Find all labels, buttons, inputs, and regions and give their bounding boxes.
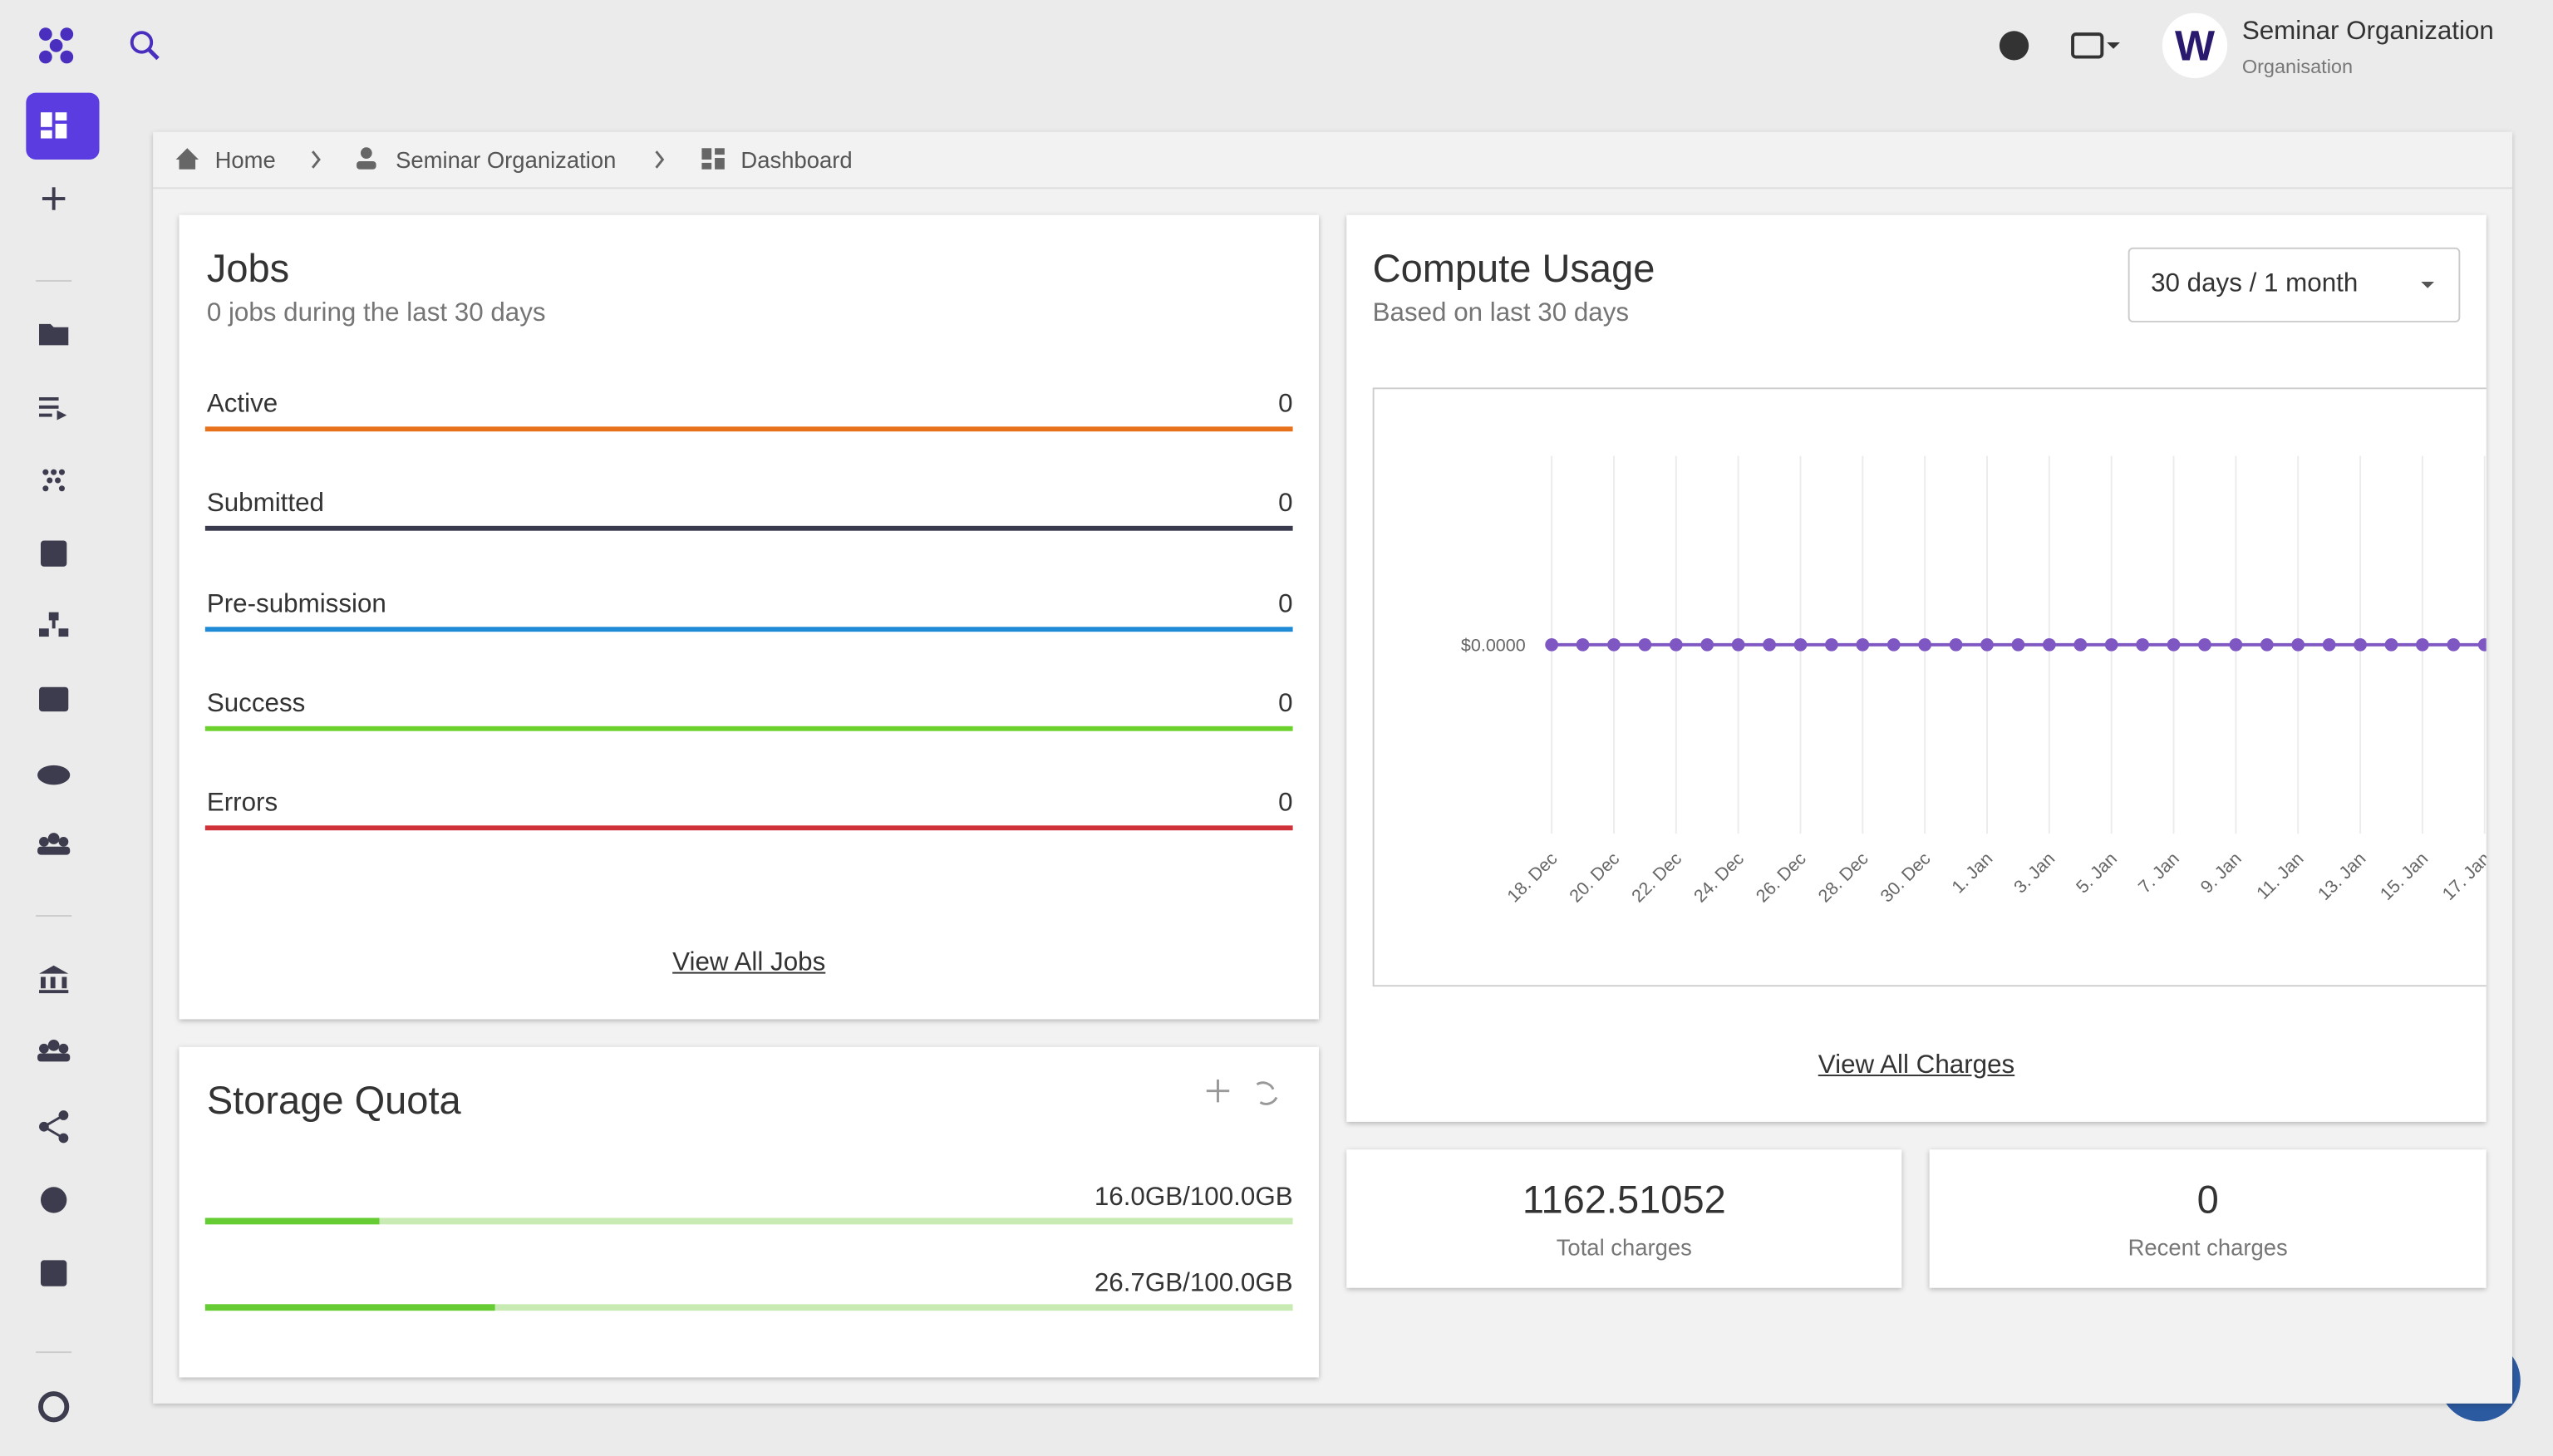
- view-all-charges[interactable]: View All Charges: [1818, 1051, 2015, 1080]
- chart-frame: [1372, 387, 2487, 987]
- job-bar: [204, 825, 1293, 831]
- data-point: [1949, 638, 1963, 652]
- jobs-card: Jobs 0 jobs during the last 30 days View…: [179, 214, 1319, 1020]
- avatar[interactable]: [2162, 12, 2228, 79]
- data-point: [1545, 638, 1558, 652]
- stat-label: Recent charges: [2128, 1234, 2288, 1261]
- stat-card: 0 Recent charges: [1929, 1149, 2487, 1288]
- breadcrumb-icons: [175, 147, 725, 170]
- data-point: [1731, 638, 1745, 652]
- stat-card: 1162.51052 Total charges: [1346, 1149, 1902, 1288]
- job-count: 0: [1278, 789, 1293, 818]
- job-label: Active: [206, 391, 278, 419]
- view-all-jobs[interactable]: View All Jobs: [672, 949, 826, 977]
- dropdown-caret: [2421, 281, 2435, 288]
- help-icon[interactable]: [1999, 31, 2029, 61]
- jobs-title: Jobs: [206, 247, 290, 292]
- data-point: [2354, 638, 2367, 652]
- crumb-org[interactable]: Seminar Organization: [396, 146, 617, 173]
- data-point: [1980, 638, 1994, 652]
- quota-track: [204, 1217, 1293, 1225]
- range-select[interactable]: 30 days / 1 month: [2128, 247, 2461, 322]
- data-point: [1825, 638, 1838, 652]
- crumb-dashboard[interactable]: Dashboard: [740, 146, 853, 173]
- job-label: Pre-submission: [206, 590, 386, 618]
- job-label: Errors: [206, 789, 278, 818]
- data-point: [2011, 638, 2025, 652]
- job-bar: [204, 726, 1293, 731]
- data-point: [2384, 638, 2398, 652]
- search-icon[interactable]: [130, 31, 160, 61]
- data-point: [1700, 638, 1714, 652]
- data-point: [2260, 638, 2274, 652]
- job-count: 0: [1278, 490, 1293, 519]
- data-point: [2477, 638, 2487, 652]
- crumb-home[interactable]: Home: [214, 146, 276, 173]
- data-point: [2416, 638, 2429, 652]
- jobs-subtitle: 0 jobs during the last 30 days: [206, 299, 546, 327]
- storage-card: Storage Quota 16.0GB/100.0GB 26.7GB/100.0…: [179, 1046, 1319, 1378]
- job-count: 0: [1278, 590, 1293, 618]
- data-point: [2229, 638, 2243, 652]
- job-label: Submitted: [206, 490, 324, 519]
- data-point: [1886, 638, 1901, 652]
- data-point: [1576, 638, 1590, 652]
- data-point: [1638, 638, 1652, 652]
- job-bar: [204, 626, 1293, 632]
- compute-card: Compute Usage Based on last 30 days 30 d…: [1346, 214, 2487, 1122]
- chart: 18. Dec 20. Dec 22. Dec 24. Dec 26. Dec 28. D…: [1372, 387, 2487, 987]
- storage-title: Storage Quota: [206, 1079, 461, 1124]
- breadcrumb: Home Seminar Organization Dashboard: [153, 132, 2513, 189]
- org-role: Organisation: [2242, 56, 2353, 77]
- quota-fill: [204, 1217, 380, 1225]
- quota-label: 16.0GB/100.0GB: [1094, 1183, 1293, 1212]
- avatar-letter: W: [2175, 22, 2216, 69]
- chart-subtitle: Based on last 30 days: [1372, 299, 1630, 327]
- data-point: [2447, 638, 2461, 652]
- range-select-label: 30 days / 1 month: [2151, 270, 2359, 298]
- data-point: [2167, 638, 2181, 652]
- stat-value: 1162.51052: [1522, 1178, 1726, 1223]
- data-point: [2073, 638, 2088, 652]
- data-point: [2322, 638, 2336, 652]
- data-point: [2291, 638, 2305, 652]
- stat-value: 0: [2196, 1178, 2219, 1223]
- org-name: Seminar Organization: [2242, 16, 2494, 45]
- data-point: [1856, 638, 1870, 652]
- quota-track: [204, 1304, 1293, 1311]
- quota-fill: [204, 1304, 496, 1311]
- job-count: 0: [1278, 690, 1293, 718]
- stat-label: Total charges: [1556, 1234, 1692, 1261]
- data-point: [1763, 638, 1776, 652]
- data-point: [1793, 638, 1808, 652]
- job-bar: [204, 426, 1293, 432]
- y-tick-label: $0.0000: [1461, 635, 1526, 656]
- data-point: [2104, 638, 2118, 652]
- data-point: [2043, 638, 2056, 652]
- quota-label: 26.7GB/100.0GB: [1094, 1270, 1293, 1298]
- storage-actions[interactable]: [1197, 1073, 1295, 1112]
- data-point: [1918, 638, 1932, 652]
- data-point: [2198, 638, 2211, 652]
- data-point: [1607, 638, 1621, 652]
- terminal-icon[interactable]: [2071, 32, 2104, 59]
- chart-title: Compute Usage: [1372, 247, 1655, 292]
- job-bar: [204, 526, 1293, 532]
- job-label: Success: [206, 690, 306, 718]
- nav-icons[interactable]: [36, 187, 72, 1423]
- data-point: [2136, 638, 2149, 652]
- data-point: [1669, 638, 1683, 652]
- logo: [39, 27, 74, 64]
- job-count: 0: [1278, 391, 1293, 419]
